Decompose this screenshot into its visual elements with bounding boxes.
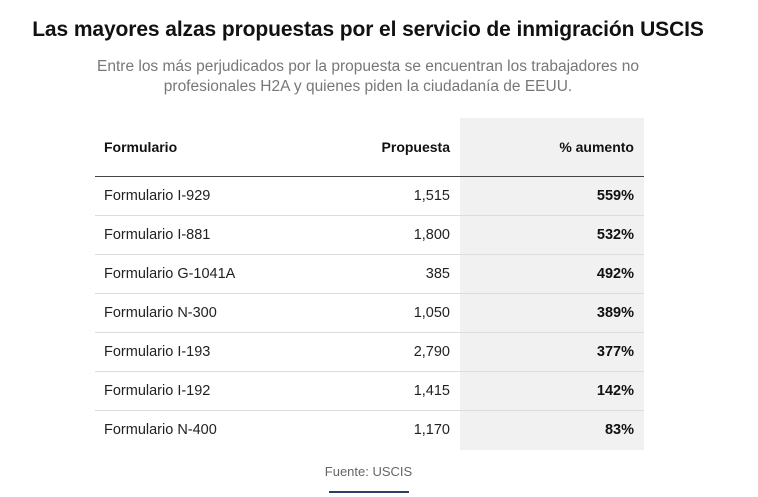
increase-cell: 559% <box>460 176 644 216</box>
data-table: Formulario Propuesta % aumento Formulari… <box>95 118 644 449</box>
source-note: Fuente: USCIS <box>324 464 413 479</box>
data-table-container: Formulario Propuesta % aumento Formulari… <box>95 118 644 450</box>
increase-cell: 389% <box>460 293 644 333</box>
form-name-cell: Formulario I-193 <box>95 332 295 372</box>
form-name-cell: Formulario N-400 <box>104 422 217 438</box>
table-row: Formulario N-400 1,170 83% <box>95 411 644 450</box>
proposal-cell: 1,170 <box>413 422 450 438</box>
table-row: Formulario I-193 2,790 377% <box>95 332 644 372</box>
column-header-propuesta: Propuesta <box>295 118 460 177</box>
table-row: Formulario N-300 1,050 389% <box>95 293 644 333</box>
source-underline <box>329 491 409 493</box>
proposal-cell: 1,515 <box>295 176 460 216</box>
increase-cell: 377% <box>460 332 644 372</box>
table-header-row: Formulario Propuesta % aumento <box>95 118 644 177</box>
increase-cell: 83% <box>604 422 634 438</box>
proposal-cell: 385 <box>295 254 460 294</box>
increase-cell: 142% <box>460 371 644 411</box>
proposal-cell: 1,800 <box>295 215 460 255</box>
column-header-formulario: Formulario <box>95 118 295 177</box>
table-row: Formulario I-881 1,800 532% <box>95 215 644 255</box>
form-name-cell: Formulario I-192 <box>95 371 295 411</box>
form-name-cell: Formulario I-881 <box>95 215 295 255</box>
increase-cell: 532% <box>460 215 644 255</box>
increase-cell: 492% <box>460 254 644 294</box>
column-header-aumento: % aumento <box>460 118 644 177</box>
chart-subtitle: Entre los más perjudicados por la propue… <box>97 58 639 95</box>
form-name-cell: Formulario I-929 <box>95 176 295 216</box>
table-row: Formulario I-929 1,515 559% <box>95 176 644 216</box>
form-name-cell: Formulario N-300 <box>95 293 295 333</box>
proposal-cell: 1,415 <box>295 371 460 411</box>
proposal-cell: 1,050 <box>295 293 460 333</box>
form-name-cell: Formulario G-1041A <box>95 254 295 294</box>
chart-title: Las mayores alzas propuestas por el serv… <box>32 18 704 41</box>
table-row: Formulario G-1041A 385 492% <box>95 254 644 294</box>
proposal-cell: 2,790 <box>295 332 460 372</box>
table-row: Formulario I-192 1,415 142% <box>95 371 644 411</box>
